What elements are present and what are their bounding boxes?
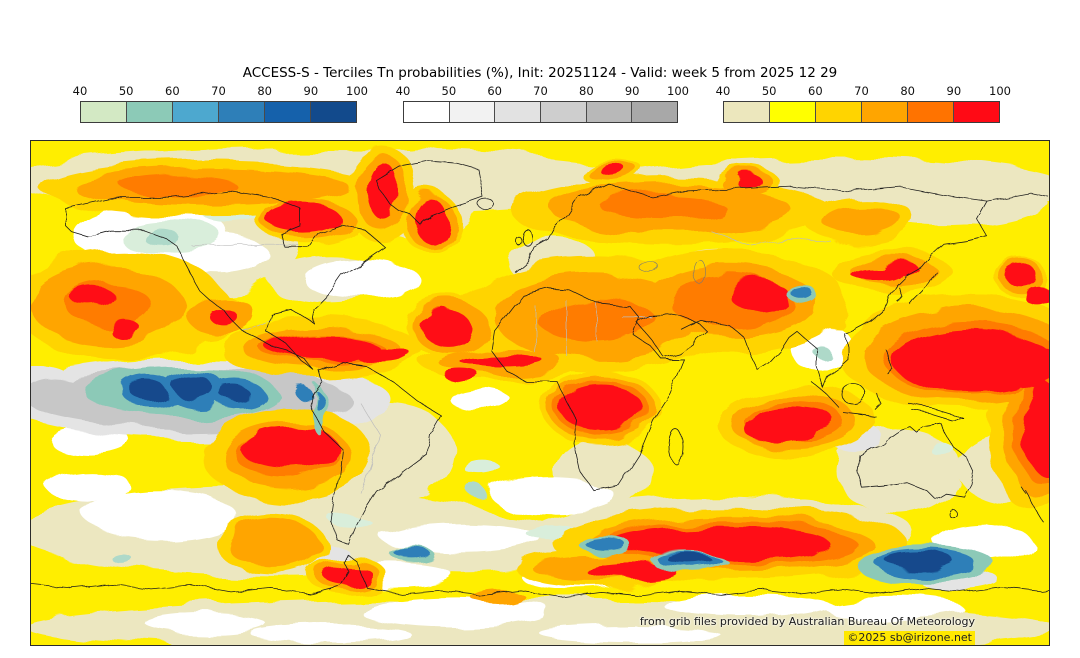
- country-borders: [191, 230, 832, 494]
- colorbar-tick-label: 80: [257, 84, 272, 98]
- colorbar-tick-label: 80: [900, 84, 915, 98]
- coastlines: [31, 160, 1049, 598]
- colorbar-above-normal: 40 50 60 70 80 90 100: [716, 84, 1011, 126]
- colorbar-segment: [862, 102, 908, 122]
- colorbar-tick-label: 80: [579, 84, 594, 98]
- red-90-100-regions: [71, 161, 1049, 582]
- colorbar-segment: [632, 102, 678, 122]
- chart-title: ACCESS-S - Terciles Tn probabilities (%)…: [242, 65, 838, 81]
- colorbar-tick-label: 50: [441, 84, 457, 98]
- colorbar-tick-label: 60: [165, 84, 180, 98]
- colorbar-segment: [311, 102, 356, 122]
- colorbar-segment: [586, 102, 633, 122]
- attribution-copyright: ©2025 sb@irizone.net: [844, 631, 975, 645]
- colorbar-tick-label: 90: [624, 84, 640, 98]
- colorbar-tick-label: 90: [303, 84, 319, 98]
- colorbar-segment: [173, 102, 219, 122]
- world-map-svg: [31, 141, 1049, 645]
- colorbar-segment: [541, 102, 587, 122]
- la-nina-blue-regions: [85, 284, 996, 583]
- colorbar-swatches: [80, 101, 357, 123]
- colorbar-segment: [127, 102, 173, 122]
- colorbar-tick-label: 70: [533, 84, 548, 98]
- colorbar-tick-label: 60: [487, 84, 502, 98]
- colorbar-segment: [770, 102, 816, 122]
- colorbar-near-normal: 40 50 60 70 80 90 100: [396, 84, 689, 126]
- colorbar-tick-label: 50: [118, 84, 134, 98]
- colorbar-below-normal: 40 50 60 70 80 90 100: [73, 84, 368, 126]
- colorbar-tick-label: 100: [346, 84, 368, 98]
- colorbar-tick-label: 70: [211, 84, 226, 98]
- colorbar-tick-label: 60: [808, 84, 823, 98]
- colorbar-segment: [724, 102, 770, 122]
- colorbar-segment: [816, 102, 862, 122]
- colorbar-segment: [954, 102, 999, 122]
- colorbar-swatches: [403, 101, 678, 123]
- colorbar-tick-row: 40 50 60 70 80 90 100: [716, 84, 1011, 98]
- colorbar-segment: [265, 102, 311, 122]
- inland-seas: [637, 258, 706, 284]
- colorbar-tick-label: 100: [667, 84, 689, 98]
- colorbar-tick-row: 40 50 60 70 80 90 100: [73, 84, 368, 98]
- colorbar-segment: [404, 102, 450, 122]
- colorbar-tick-row: 40 50 60 70 80 90 100: [396, 84, 689, 98]
- colorbar-tick-label: 40: [715, 84, 731, 98]
- colorbar-tick-label: 70: [854, 84, 869, 98]
- colorbar-tick-label: 90: [946, 84, 962, 98]
- colorbar-tick-label: 40: [395, 84, 411, 98]
- world-probability-map: from grib files provided by Australian B…: [30, 140, 1050, 646]
- colorbar-segment: [495, 102, 542, 122]
- colorbar-segment: [449, 102, 496, 122]
- colorbar-swatches: [723, 101, 1000, 123]
- colorbar-tick-label: 100: [989, 84, 1011, 98]
- attribution-source: from grib files provided by Australian B…: [639, 615, 975, 628]
- colorbar-tick-label: 40: [72, 84, 88, 98]
- colorbar-tick-label: 50: [761, 84, 777, 98]
- colorbar-segment: [81, 102, 127, 122]
- colorbar-segment: [219, 102, 265, 122]
- colorbar-segment: [908, 102, 954, 122]
